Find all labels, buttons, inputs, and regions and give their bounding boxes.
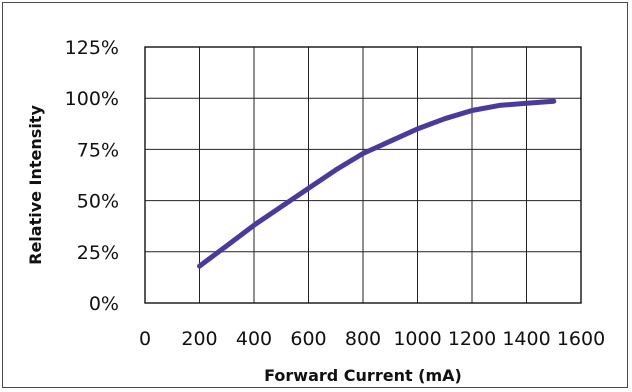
series-layer <box>197 98 557 269</box>
y-tick-label-0: 0% <box>89 293 119 315</box>
x-tick-label-5: 1000 <box>393 328 441 350</box>
series-line-0 <box>197 98 557 269</box>
x-tick-label-8: 1600 <box>557 328 605 350</box>
x-tick-label-0: 0 <box>139 328 151 350</box>
y-tick-label-1: 25% <box>77 242 119 264</box>
x-tick-label-2: 400 <box>236 328 272 350</box>
plot-area-border <box>144 46 582 304</box>
x-tick-label-4: 800 <box>345 328 381 350</box>
chart-frame: 0% 25% 50% 75% 100% 125% 0 200 400 600 800 1000 120… <box>2 2 628 388</box>
plot-border <box>144 46 582 304</box>
y-tick-label-4: 100% <box>65 88 119 110</box>
x-tick-label-7: 1400 <box>502 328 550 350</box>
x-tick-label-1: 200 <box>181 328 217 350</box>
y-axis-label: Relative Intensity <box>26 105 45 265</box>
x-tick-label-3: 600 <box>290 328 326 350</box>
line-chart: 0% 25% 50% 75% 100% 125% 0 200 400 600 800 1000 120… <box>26 37 605 385</box>
y-tick-labels: 0% 25% 50% 75% 100% 125% <box>65 37 119 315</box>
y-tick-label-2: 50% <box>77 191 119 213</box>
grid <box>144 46 582 304</box>
x-tick-labels: 0 200 400 600 800 1000 1200 1400 1600 <box>139 328 605 350</box>
x-tick-label-6: 1200 <box>448 328 496 350</box>
x-axis-label: Forward Current (mA) <box>264 366 462 385</box>
y-tick-label-3: 75% <box>77 139 119 161</box>
y-tick-label-5: 125% <box>65 37 119 59</box>
